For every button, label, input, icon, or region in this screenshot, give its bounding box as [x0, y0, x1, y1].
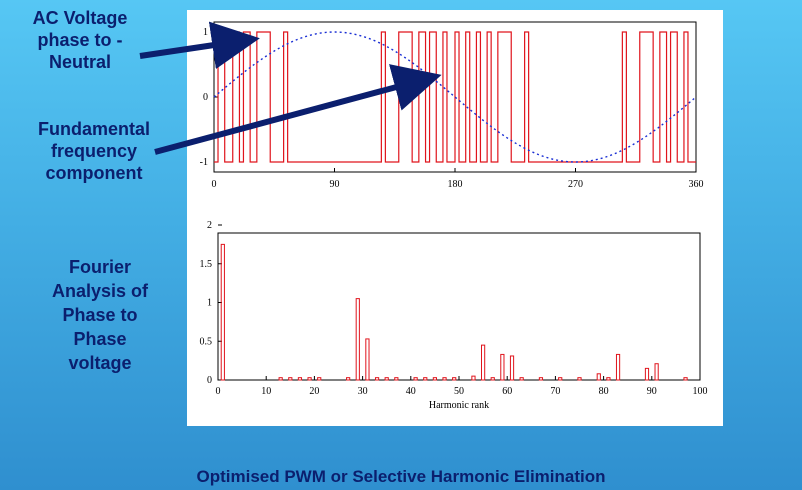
harmonic-bar: [577, 377, 582, 381]
fundamental-line-3: component: [45, 163, 143, 183]
x-tick-label: 80: [599, 386, 609, 397]
footer-caption: Optimised PWM or Selective Harmonic Elim…: [196, 467, 606, 486]
harmonic-bar: [452, 377, 457, 381]
harmonic-bar: [538, 377, 544, 381]
y-tick-label: -1: [200, 157, 208, 168]
harmonic-bar: [307, 377, 312, 381]
harmonic-bar: [490, 377, 495, 381]
x-tick-label: 360: [689, 179, 704, 190]
harmonic-bar: [558, 377, 563, 381]
x-axis-label: Harmonic rank: [429, 400, 489, 411]
x-tick-label: 30: [358, 386, 368, 397]
ac-voltage-line-1: AC Voltage: [32, 8, 128, 28]
y-tick-label: 0: [207, 375, 212, 386]
harmonic-bar: [317, 377, 322, 381]
harmonic-bar: [644, 367, 650, 381]
y-tick-label: 0.5: [200, 336, 213, 347]
fundamental-line-2: frequency: [50, 141, 138, 161]
harmonic-bar: [519, 377, 524, 381]
harmonic-bar: [596, 373, 601, 381]
harmonic-bar: [423, 377, 428, 381]
harmonic-bar: [355, 298, 360, 381]
y-tick-label: 1: [207, 298, 212, 309]
x-tick-label: 180: [448, 179, 463, 190]
x-tick-label: 0: [212, 179, 217, 190]
y-tick-label: 0: [203, 92, 208, 103]
x-tick-label: 60: [502, 386, 512, 397]
x-tick-label: 270: [568, 179, 583, 190]
x-tick-label: 0: [216, 386, 221, 397]
ac-voltage-line-3: Neutral: [48, 52, 111, 72]
harmonic-bar: [615, 353, 621, 381]
fourier-line-1: Fourier: [68, 257, 131, 277]
harmonic-bar: [509, 355, 515, 381]
harmonic-bar: [365, 338, 370, 381]
fundamental-line-1: Fundamental: [37, 119, 150, 139]
x-tick-label: 40: [406, 386, 416, 397]
harmonic-spectrum-chart: 0 10 20 30 40 50 60 70 80 90 100 2 1.5 1 0.5 0 Harmonic …: [200, 220, 708, 411]
x-tick-label: 70: [550, 386, 560, 397]
harmonic-bar: [394, 377, 399, 381]
pwm-series-line: [214, 31, 696, 163]
x-tick-label: 10: [261, 386, 271, 397]
harmonic-bar: [384, 377, 389, 381]
fundamental-label: Fundamental frequency component: [10, 118, 178, 184]
fourier-line-5: voltage: [68, 353, 132, 373]
y-tick-label: 1.5: [200, 259, 213, 270]
x-tick-label: 20: [309, 386, 319, 397]
ac-voltage-line-2: phase to -: [37, 30, 123, 50]
harmonic-bar: [288, 377, 293, 381]
harmonic-bar: [442, 377, 447, 381]
y-tick-label: 2: [207, 220, 212, 231]
harmonic-bar: [346, 377, 351, 381]
y-tick-label: 1: [203, 27, 208, 38]
harmonic-bar: [297, 377, 303, 381]
harmonic-bar: [471, 375, 476, 381]
annotation-arrows: [139, 21, 442, 155]
harmonic-bar: [374, 377, 380, 381]
x-tick-label: 90: [647, 386, 657, 397]
fundamental-series-line: [213, 31, 697, 163]
x-tick-label: 50: [454, 386, 464, 397]
harmonic-bar: [432, 377, 437, 381]
harmonic-bar: [413, 377, 418, 381]
fundamental-arrow: [154, 64, 442, 155]
x-tick-label: 100: [693, 386, 708, 397]
harmonic-bar: [481, 344, 486, 381]
ac-voltage-label: AC Voltage phase to - Neutral: [10, 7, 150, 73]
fourier-label: Fourier Analysis of Phase to Phase volta…: [30, 255, 170, 375]
harmonic-bar: [606, 377, 611, 381]
harmonic-bar: [500, 353, 505, 381]
harmonic-bar: [220, 243, 225, 381]
fourier-line-4: Phase: [73, 329, 127, 349]
plot-frame: [217, 232, 701, 381]
pwm-waveform-chart: 0 90 180 270 360 1 0 -1: [200, 21, 704, 190]
fourier-line-2: Analysis of: [51, 281, 149, 301]
ac-voltage-arrow: [139, 21, 260, 70]
harmonic-bar: [683, 377, 688, 381]
harmonic-bar: [278, 377, 283, 381]
x-tick-label: 90: [330, 179, 340, 190]
harmonic-bar: [654, 363, 659, 381]
fourier-line-3: Phase to: [62, 305, 138, 325]
